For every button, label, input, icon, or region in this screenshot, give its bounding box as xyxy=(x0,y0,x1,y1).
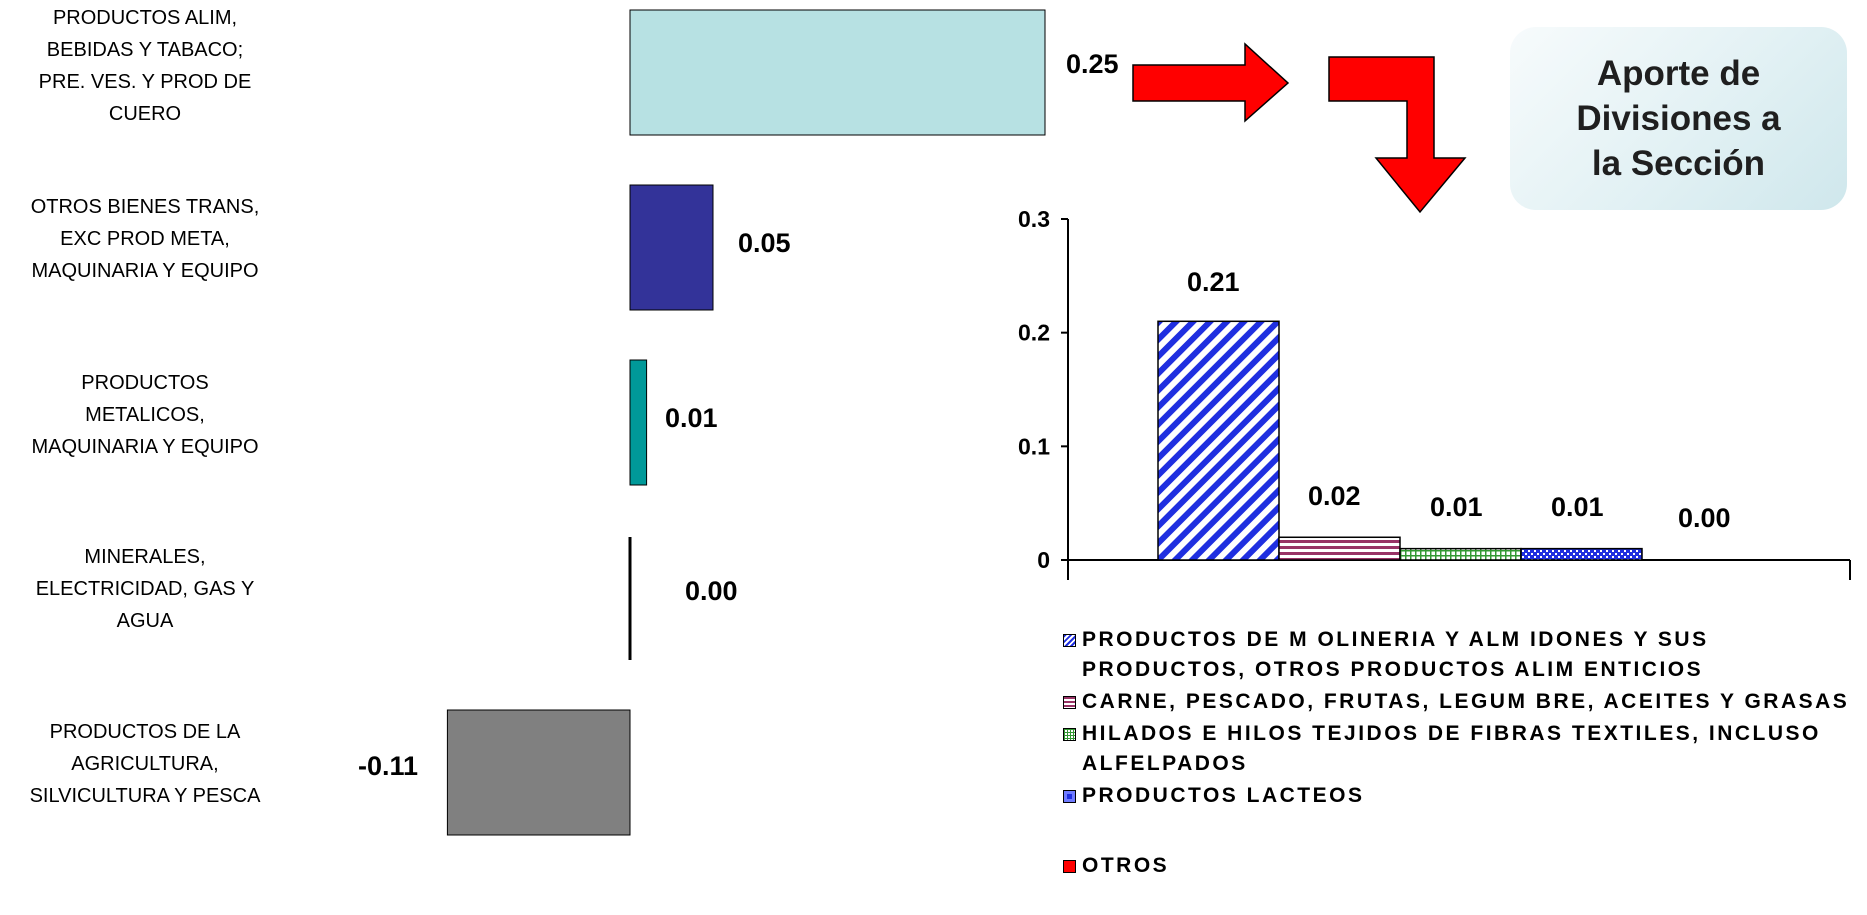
bar-hilados xyxy=(1399,547,1522,561)
bar-otros-bienes xyxy=(629,184,714,311)
legend-item-lacteos: PRODUCTOS LACTEOS xyxy=(1063,781,1863,811)
callout-box: Aporte de Divisiones a la Sección xyxy=(1510,27,1847,210)
bend-down-arrow xyxy=(1328,56,1467,214)
bar-label-carne: 0.02 xyxy=(1308,481,1361,511)
legend-swatch-molineria xyxy=(1063,634,1076,647)
bar-carne xyxy=(1278,536,1401,561)
y-tick-label: 0.1 xyxy=(1018,433,1050,459)
bar-lacteos xyxy=(1520,547,1643,561)
legend-swatch-otros xyxy=(1063,860,1076,873)
legend-item-carne: CARNE, PESCADO, FRUTAS, LEGUM BRE, ACEIT… xyxy=(1063,687,1863,717)
legend-label-otros: OTROS xyxy=(1082,854,1170,877)
legend-swatch-carne xyxy=(1063,696,1076,709)
y-tick-label: 0.3 xyxy=(1018,206,1050,232)
legend-label-hilados: HILADOS E HILOS TEJIDOS DE FIBRAS TEXTIL… xyxy=(1082,722,1821,775)
bar-label-molineria: 0.21 xyxy=(1187,267,1240,297)
category-label-otros-bienes: OTROS BIENES TRANS, EXC PROD META, MAQUI… xyxy=(30,196,260,282)
value-label-alimentos: 0.25 xyxy=(1066,49,1119,79)
y-tick-label: 0.2 xyxy=(1018,320,1050,346)
y-ticks: 0.3 0.2 0.1 0 xyxy=(1018,206,1068,573)
category-label-agricultura: PRODUCTOS DE LA AGRICULTURA, SILVICULTUR… xyxy=(29,721,261,807)
legend-label-lacteos: PRODUCTOS LACTEOS xyxy=(1082,784,1365,807)
category-label-alimentos: PRODUCTOS ALIM, BEBIDAS Y TABACO; PRE. V… xyxy=(38,7,252,125)
legend: PRODUCTOS DE M OLINERIA Y ALM IDONES Y S… xyxy=(1063,625,1863,881)
category-label-minerales: MINERALES, ELECTRICIDAD, GAS Y AGUA xyxy=(35,546,255,632)
value-label-minerales: 0.00 xyxy=(685,576,738,606)
legend-label-molineria: PRODUCTOS DE M OLINERIA Y ALM IDONES Y S… xyxy=(1082,628,1709,681)
callout-text: Aporte de Divisiones a la Sección xyxy=(1576,54,1781,183)
right-bars xyxy=(1157,320,1643,561)
bar-agricultura xyxy=(446,709,631,836)
legend-item-molineria: PRODUCTOS DE M OLINERIA Y ALM IDONES Y S… xyxy=(1063,625,1863,685)
bar-label-hilados: 0.01 xyxy=(1430,492,1483,522)
legend-item-otros: OTROS xyxy=(1063,851,1863,881)
legend-label-carne: CARNE, PESCADO, FRUTAS, LEGUM BRE, ACEIT… xyxy=(1082,690,1850,713)
bar-productos-metalicos xyxy=(629,359,648,486)
value-label-productos-metalicos: 0.01 xyxy=(665,403,718,433)
right-arrow xyxy=(1132,42,1290,123)
bar-label-otros: 0.00 xyxy=(1678,503,1731,533)
value-label-otros-bienes: 0.05 xyxy=(738,228,791,258)
bar-alimentos xyxy=(629,9,1046,136)
category-label-productos-metalicos: PRODUCTOS METALICOS, MAQUINARIA Y EQUIPO xyxy=(31,372,259,458)
legend-item-hilados: HILADOS E HILOS TEJIDOS DE FIBRAS TEXTIL… xyxy=(1063,719,1863,779)
bar-label-lacteos: 0.01 xyxy=(1551,492,1604,522)
y-tick-label: 0 xyxy=(1037,547,1050,573)
legend-swatch-hilados xyxy=(1063,728,1076,741)
bar-molineria xyxy=(1157,320,1280,561)
legend-swatch-lacteos xyxy=(1063,790,1076,803)
value-label-agricultura: -0.11 xyxy=(358,751,419,781)
